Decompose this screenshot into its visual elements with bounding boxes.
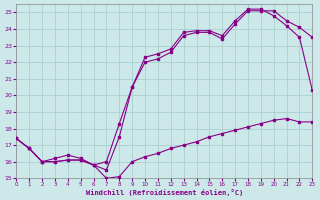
X-axis label: Windchill (Refroidissement éolien,°C): Windchill (Refroidissement éolien,°C) [86,189,243,196]
